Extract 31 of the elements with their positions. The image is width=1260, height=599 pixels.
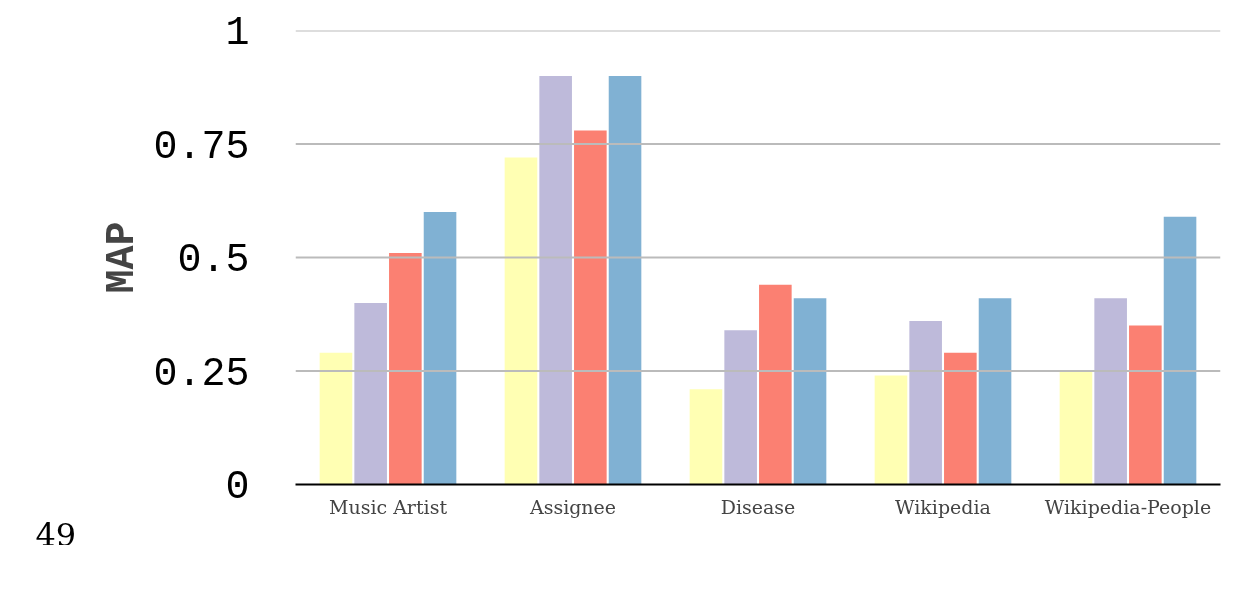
bar — [1094, 298, 1127, 485]
bar — [793, 298, 827, 485]
bar — [944, 352, 977, 485]
y-tick-label: 0.5 — [177, 238, 250, 283]
bar — [354, 302, 387, 485]
bar — [874, 375, 908, 485]
bar — [909, 321, 942, 485]
bar — [389, 252, 422, 485]
x-tick-label: Wikipedia-People — [1044, 495, 1212, 518]
bar — [978, 298, 1012, 485]
bar — [539, 75, 572, 485]
y-tick-label: 0 — [225, 465, 250, 510]
bar — [1129, 325, 1162, 485]
bar — [423, 212, 457, 485]
x-tick-label: Wikipedia — [895, 495, 991, 518]
y-tick-label: 1 — [225, 11, 250, 56]
bar — [759, 284, 792, 485]
bar — [724, 330, 757, 485]
bar — [1059, 371, 1093, 485]
x-tick-label: Assignee — [528, 495, 617, 518]
x-tick-label: Music Artist — [328, 495, 448, 518]
bar — [1163, 216, 1197, 485]
y-axis-title: MAP — [100, 221, 146, 294]
bar — [608, 75, 642, 485]
bar — [689, 389, 723, 485]
y-tick-label: 0.25 — [153, 351, 250, 397]
bar — [319, 352, 353, 485]
bar — [504, 157, 538, 485]
bar — [574, 130, 607, 485]
y-tick-label: 0.75 — [153, 124, 250, 170]
x-tick-label: Disease — [720, 495, 796, 518]
